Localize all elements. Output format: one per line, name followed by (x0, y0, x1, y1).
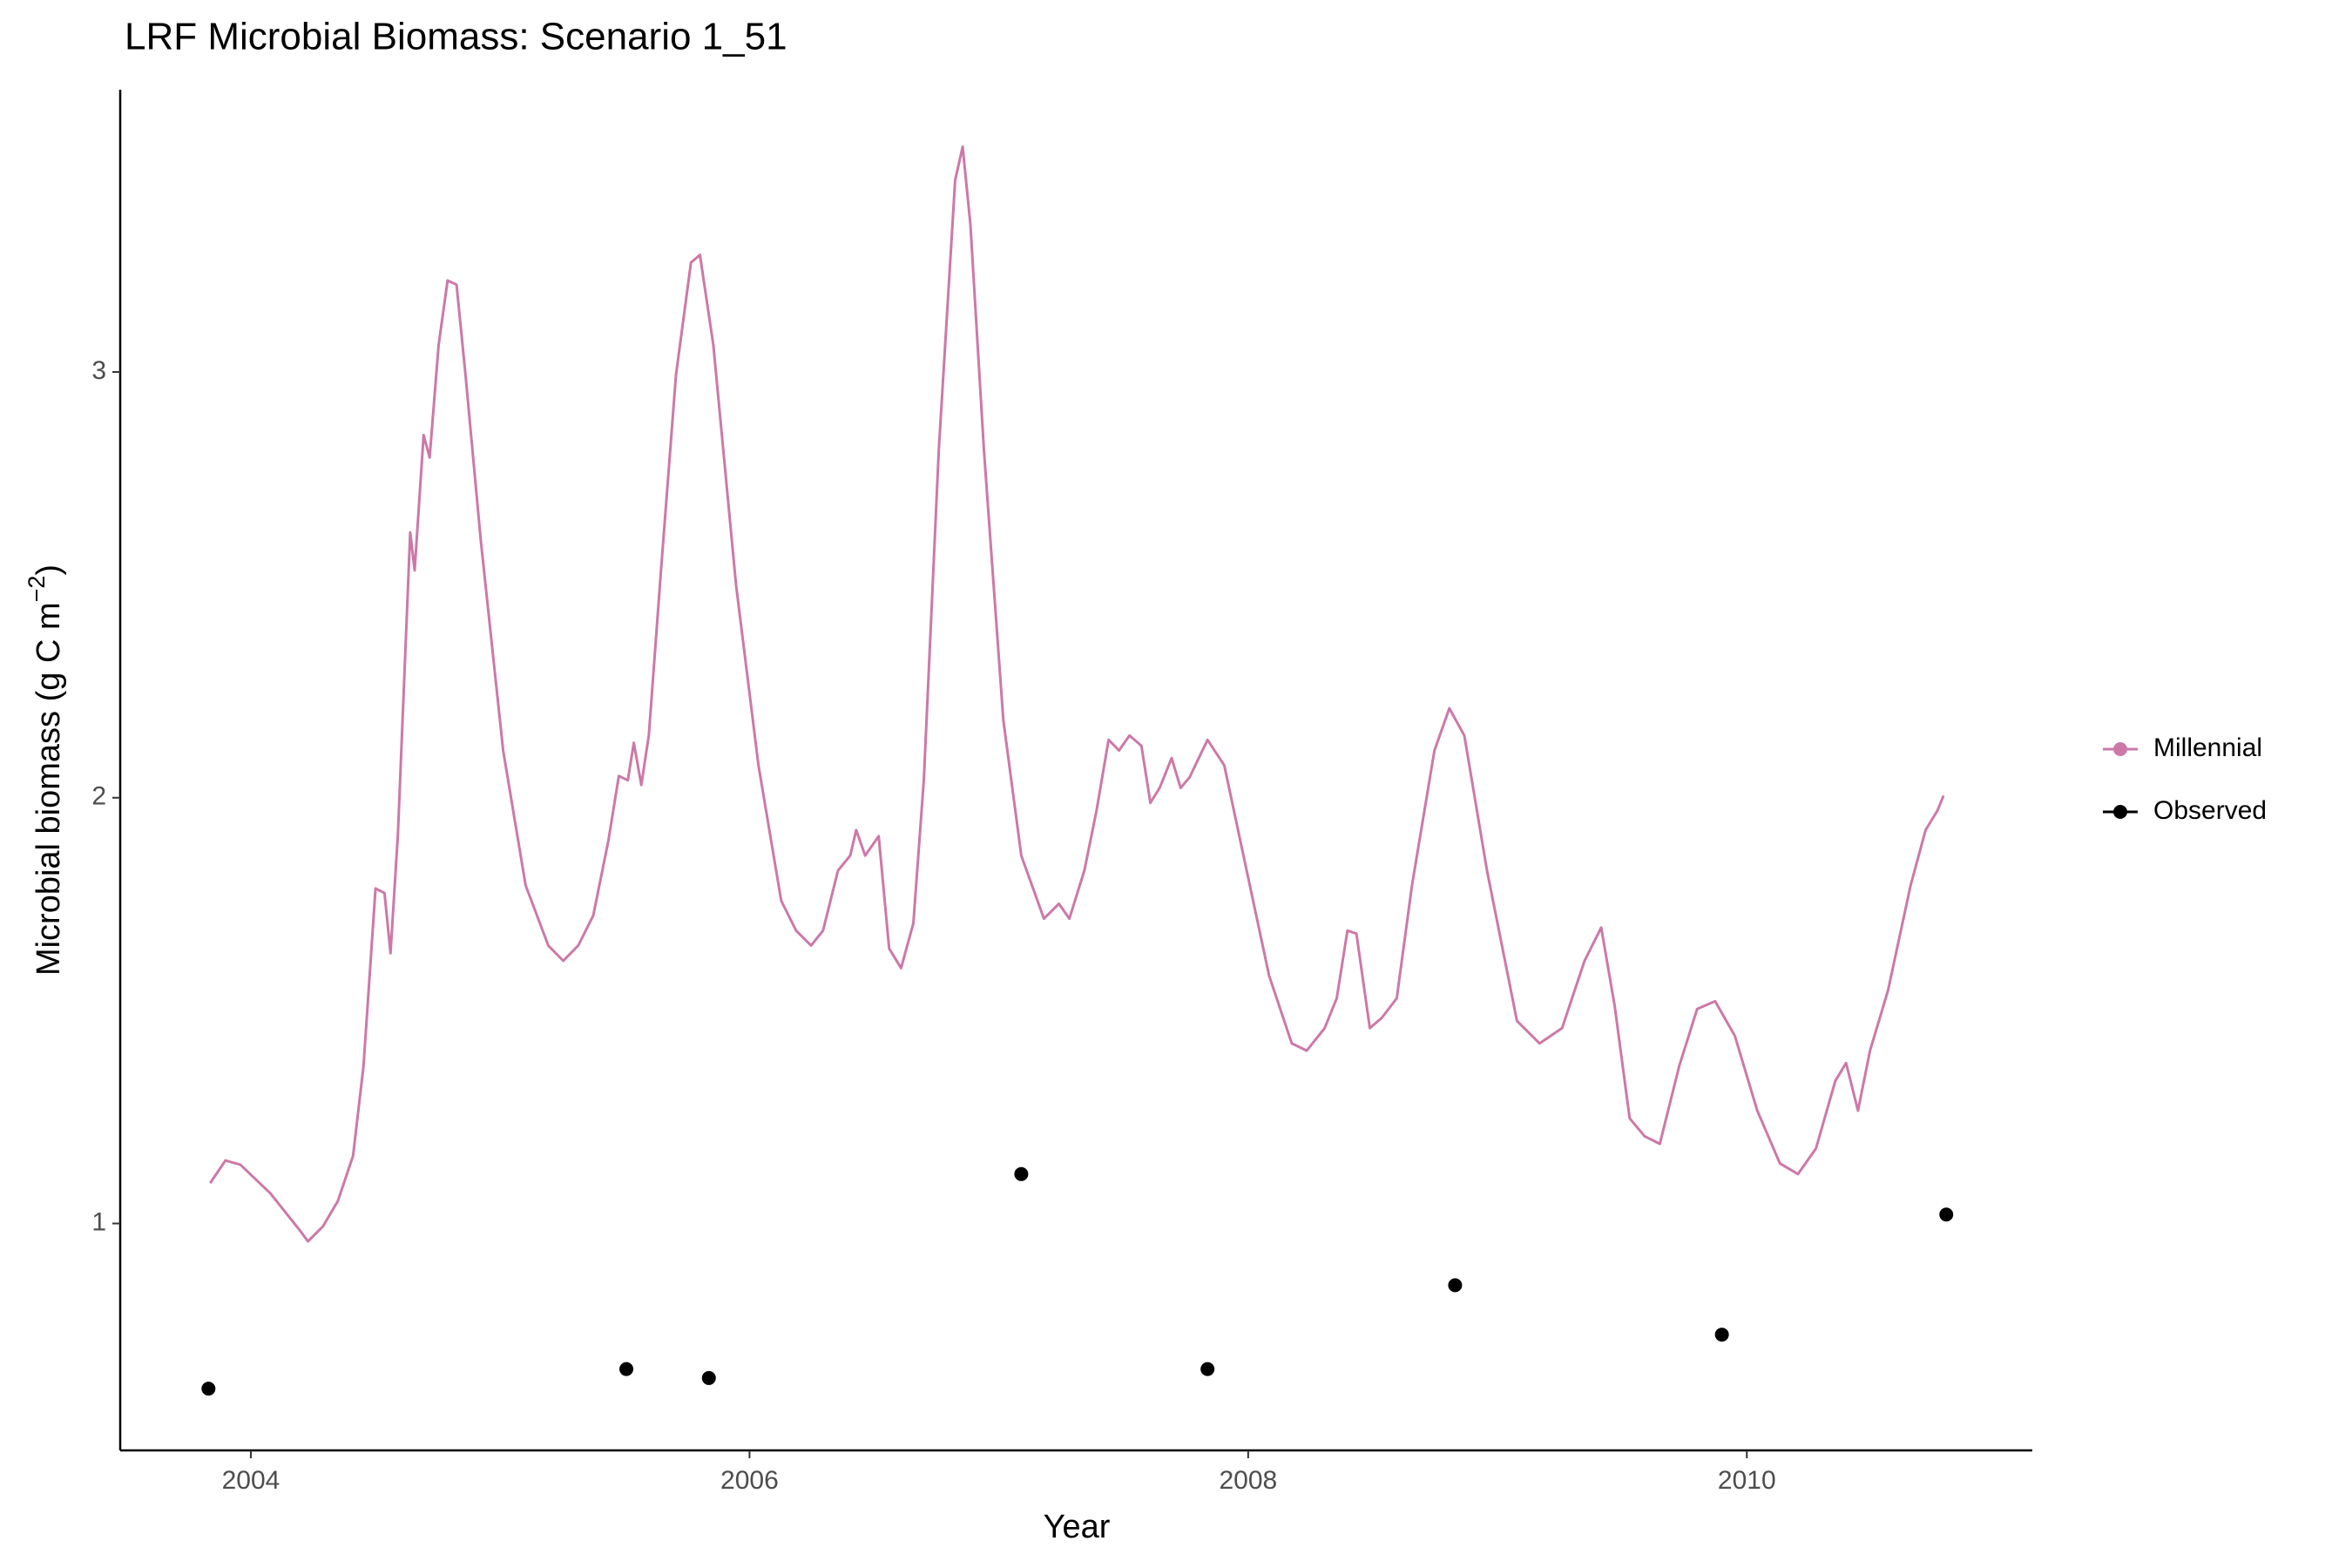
y-tick-label: 1 (91, 1207, 106, 1236)
point (1448, 1278, 1463, 1293)
y-axis-title-sup: −2 (24, 576, 50, 603)
x-tick-label: 2010 (1718, 1466, 1776, 1495)
legend-label: Millennial (2153, 733, 2262, 762)
point (1939, 1207, 1954, 1222)
point (619, 1362, 634, 1376)
x-tick-label: 2008 (1219, 1466, 1277, 1495)
y-axis-title-text: Microbial biomass (g C m (30, 602, 67, 976)
point (701, 1370, 716, 1385)
point (1014, 1166, 1029, 1181)
line (209, 145, 1945, 1243)
chart-title: LRF Microbial Biomass: Scenario 1_51 (125, 16, 787, 58)
y-axis-title-end: ) (30, 564, 67, 576)
legend-point (2113, 742, 2127, 756)
x-tick-label: 2004 (222, 1466, 280, 1495)
legend-point (2113, 805, 2127, 819)
legend-label: Observed (2153, 796, 2267, 825)
y-axis-title: Microbial biomass (g C m−2) (24, 564, 67, 976)
x-axis-title: Year (1044, 1509, 1111, 1545)
y-tick-label: 2 (91, 782, 106, 811)
x-tick-label: 2006 (720, 1466, 779, 1495)
point (1714, 1328, 1729, 1342)
point (1200, 1362, 1215, 1376)
y-tick-label: 3 (91, 356, 106, 385)
point (201, 1382, 216, 1396)
